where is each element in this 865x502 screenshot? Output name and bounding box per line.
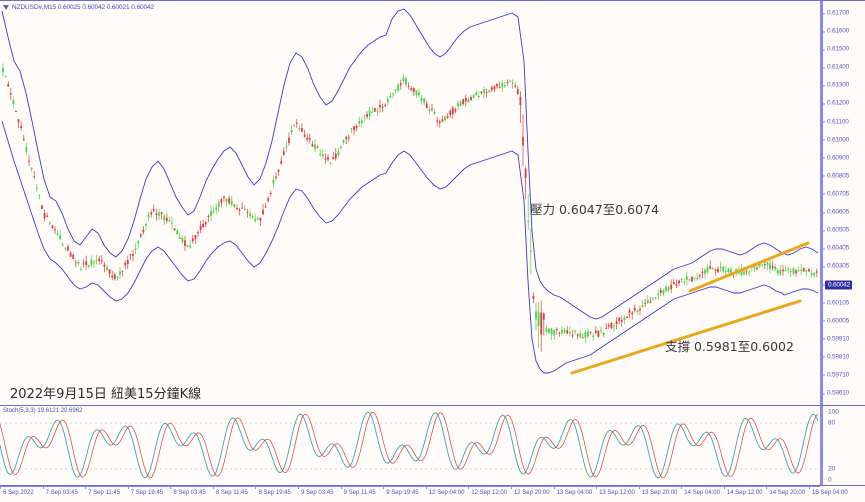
symbol-header[interactable]: NZDUSD#,M15 0.60025 0.60042 0.60021 0.60… <box>3 4 154 11</box>
time-axis-tick: 6 Sep 2022 <box>0 486 34 496</box>
stochastic-plot-area[interactable] <box>0 406 820 485</box>
time-axis: 6 Sep 2022 7 Sep 03:45 7 Sep 11:45 7 Sep 19… <box>0 486 865 502</box>
price-axis[interactable]: 0.61700 0.61600 0.61500 0.61400 0.61300 0.612… <box>820 1 865 405</box>
time-axis-tick: 12 Sep 20:00 <box>510 486 550 496</box>
time-axis-tick: 7 Sep 11:45 <box>85 486 121 496</box>
price-axis-tick: 0.60105 <box>822 299 850 307</box>
time-axis-tick: 14 Sep 12:00 <box>723 486 763 496</box>
bollinger-lower-band <box>1 120 819 374</box>
price-axis-tick: 0.61300 <box>822 81 850 89</box>
price-plot-area[interactable] <box>0 1 820 405</box>
candlestick-series <box>2 63 818 352</box>
price-axis-tick: 0.59910 <box>822 335 850 343</box>
price-axis-tick: 0.61600 <box>822 27 850 35</box>
price-axis-tick: 0.60605 <box>822 208 850 216</box>
stochastic-axis-tick: 100 <box>828 408 839 416</box>
price-axis-tick: 0.60405 <box>822 244 850 252</box>
stochastic-axis-tick: 20 <box>828 465 836 473</box>
support-annotation: 支撐 0.5981至0.6002 <box>665 339 794 354</box>
time-axis-tick: 9 Sep 11:45 <box>340 486 376 496</box>
price-axis-tick: 0.60505 <box>822 226 850 234</box>
trendline-lower <box>570 299 802 375</box>
stoch-signal-line <box>0 412 819 479</box>
bollinger-upper-band <box>1 8 819 320</box>
time-axis-tick: 8 Sep 11:45 <box>212 486 248 496</box>
time-axis-tick: 13 Sep 04:00 <box>553 486 593 496</box>
price-axis-tick: 0.59710 <box>822 371 850 379</box>
stochastic-label: Stoch(5,3,3) 19.6121 20.6962 <box>3 408 83 414</box>
trendline-upper <box>688 241 810 293</box>
time-axis-line <box>0 486 820 487</box>
price-series-svg <box>1 8 819 375</box>
time-axis-tick: 9 Sep 19:45 <box>383 486 419 496</box>
price-axis-tick: 0.61500 <box>822 45 850 53</box>
time-axis-tick: 7 Sep 03:45 <box>42 486 78 496</box>
price-pane: NZDUSD#,M15 0.60025 0.60042 0.60021 0.60… <box>0 0 865 406</box>
time-axis-tick: 14 Sep 20:00 <box>766 486 806 496</box>
time-axis-tick: 12 Sep 12:00 <box>468 486 508 496</box>
price-axis-tick: 0.60805 <box>822 172 850 180</box>
time-axis-tick: 15 Sep 04:00 <box>809 486 848 496</box>
price-axis-tick: 0.59810 <box>822 353 850 361</box>
price-axis-tick: 0.60005 <box>822 317 850 325</box>
price-axis-tick: 0.61000 <box>822 136 850 144</box>
stoch-main-line <box>0 411 819 479</box>
price-axis-tick: 0.60305 <box>822 262 850 270</box>
time-axis-tick: 13 Sep 20:00 <box>638 486 678 496</box>
symbol-label: NZDUSD#,M15 0.60025 0.60042 0.60021 0.60… <box>12 4 155 11</box>
stochastic-series-svg <box>0 411 820 479</box>
time-axis-tick: 14 Sep 04:00 <box>681 486 720 496</box>
chart-caption: 2022年9月15日 紐美15分鐘K線 <box>10 387 202 402</box>
stochastic-axis-tick: 0 <box>828 476 832 484</box>
time-axis-tick: 7 Sep 19:45 <box>127 486 164 496</box>
time-axis-tick: 9 Sep 03:45 <box>298 486 334 496</box>
price-axis-tick: 0.61200 <box>822 99 850 107</box>
price-axis-tick: 0.60900 <box>822 154 850 162</box>
price-axis-tick: 0.61100 <box>823 118 849 126</box>
current-price-badge: 0.60042 <box>820 280 853 290</box>
price-axis-tick: 0.61400 <box>822 63 850 71</box>
triangle-down-icon[interactable] <box>3 5 9 10</box>
time-axis-tick: 12 Sep 04:00 <box>425 486 465 496</box>
stochastic-pane: Stoch(5,3,3) 19.6121 20.6962 100 80 20 0 <box>0 406 865 486</box>
stochastic-axis-tick: 80 <box>828 419 836 427</box>
resistance-annotation: 壓力 0.6047至0.6074 <box>530 202 659 217</box>
price-axis-tick: 0.59610 <box>822 389 850 397</box>
price-axis-tick: 0.60705 <box>822 190 850 198</box>
stochastic-axis: 100 80 20 0 <box>820 406 865 485</box>
time-axis-tick: 13 Sep 12:00 <box>596 486 635 496</box>
time-axis-tick: 8 Sep 03:45 <box>170 486 206 496</box>
time-axis-tick: 8 Sep 19:45 <box>255 486 291 496</box>
price-axis-tick: 0.61700 <box>822 9 850 17</box>
